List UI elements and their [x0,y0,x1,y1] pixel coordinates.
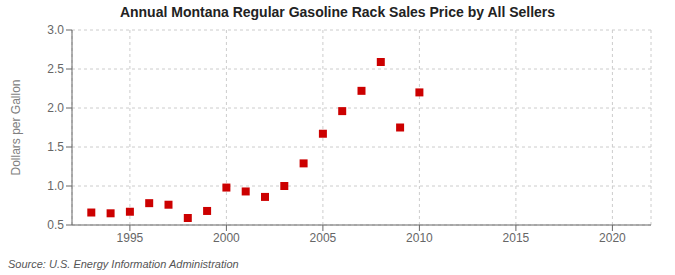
svg-text:2020: 2020 [599,231,626,245]
svg-text:3.0: 3.0 [47,24,64,37]
svg-text:2.0: 2.0 [47,101,64,115]
svg-text:Dollars per Gallon: Dollars per Gallon [9,79,23,175]
svg-text:2000: 2000 [213,231,240,245]
svg-text:2015: 2015 [503,231,530,245]
svg-text:2.5: 2.5 [47,62,64,76]
svg-text:1.0: 1.0 [47,179,64,193]
svg-text:1995: 1995 [117,231,144,245]
svg-text:2005: 2005 [310,231,337,245]
svg-text:1.5: 1.5 [47,140,64,154]
html-text:Annual Montana Regular Gasolin: Annual Montana Regular Gasoline Rack Sal… [119,4,556,20]
svg-text:2010: 2010 [406,231,433,245]
html-text:Source: U.S. Energy Informatio: Source: U.S. Energy Information Administ… [8,258,239,270]
svg-text:0.5: 0.5 [47,218,64,232]
